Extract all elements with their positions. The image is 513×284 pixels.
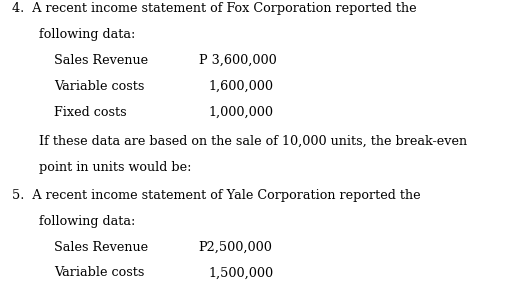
Text: 1,000,000: 1,000,000 xyxy=(209,106,274,119)
Text: P 3,600,000: P 3,600,000 xyxy=(199,54,277,67)
Text: 1,600,000: 1,600,000 xyxy=(209,80,274,93)
Text: Sales Revenue: Sales Revenue xyxy=(54,54,149,67)
Text: Fixed costs: Fixed costs xyxy=(54,106,127,119)
Text: following data:: following data: xyxy=(40,215,136,228)
Text: 4.  A recent income statement of Fox Corporation reported the: 4. A recent income statement of Fox Corp… xyxy=(12,2,416,15)
Text: 5.  A recent income statement of Yale Corporation reported the: 5. A recent income statement of Yale Cor… xyxy=(12,189,420,202)
Text: P2,500,000: P2,500,000 xyxy=(199,241,272,254)
Text: following data:: following data: xyxy=(40,28,136,41)
Text: Variable costs: Variable costs xyxy=(54,80,145,93)
Text: Variable costs: Variable costs xyxy=(54,266,145,279)
Text: 1,500,000: 1,500,000 xyxy=(209,266,274,279)
Text: Sales Revenue: Sales Revenue xyxy=(54,241,149,254)
Text: If these data are based on the sale of 10,000 units, the break-even: If these data are based on the sale of 1… xyxy=(40,135,467,148)
Text: point in units would be:: point in units would be: xyxy=(40,161,192,174)
